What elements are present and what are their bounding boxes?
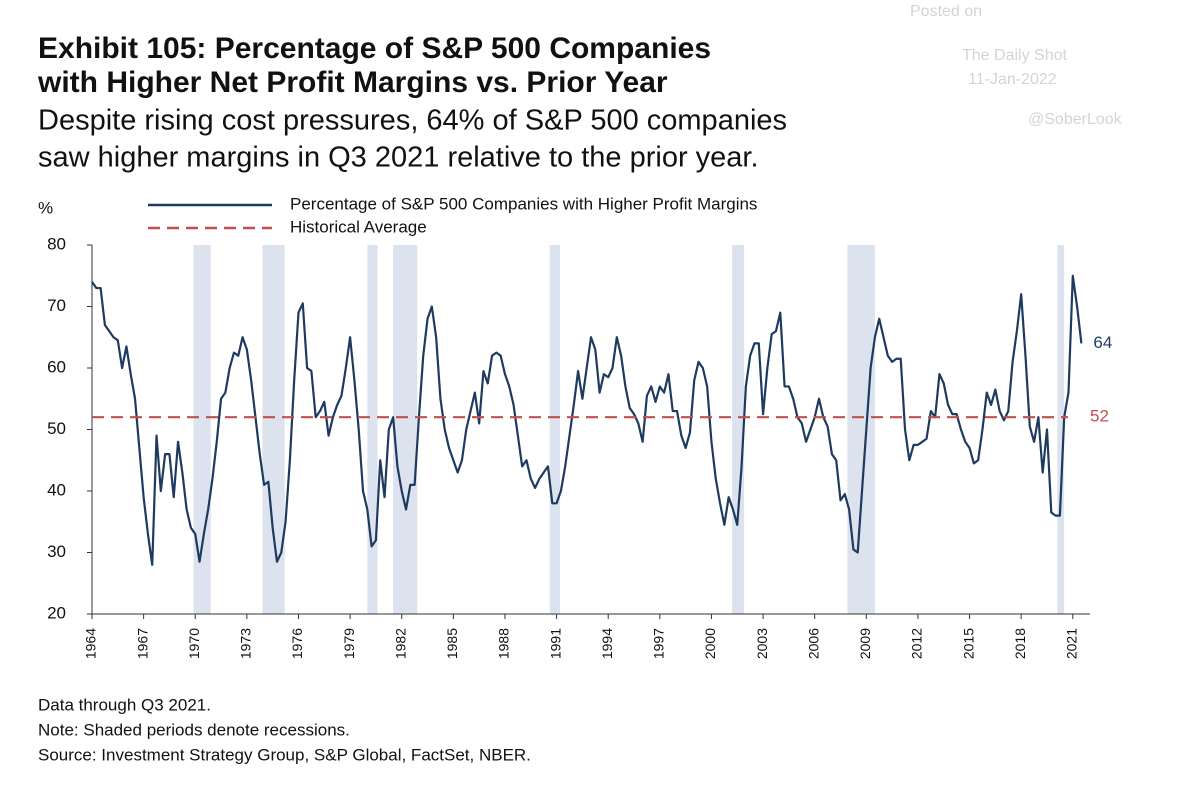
recession-band <box>367 245 378 614</box>
y-tick-label: 50 <box>47 419 66 438</box>
x-tick-label: 2006 <box>805 628 821 659</box>
y-tick-label: 70 <box>47 296 66 315</box>
chart-subtitle: saw higher margins in Q3 2021 relative t… <box>38 142 759 174</box>
data-line <box>91 274 1083 566</box>
x-tick-label: 2003 <box>754 628 770 659</box>
footnote: Note: Shaded periods denote recessions. <box>38 720 350 739</box>
recession-band <box>732 245 745 614</box>
y-tick-label: 30 <box>47 542 66 561</box>
end-label: 64 <box>1093 333 1112 352</box>
x-tick-label: 1967 <box>134 628 150 659</box>
x-tick-label: 1997 <box>651 628 667 659</box>
watermark: The Daily Shot <box>962 47 1067 64</box>
recession-band <box>549 245 561 614</box>
x-tick-label: 1964 <box>83 628 99 659</box>
chart-title: with Higher Net Profit Margins vs. Prior… <box>37 66 668 99</box>
recession-band <box>393 245 418 614</box>
y-tick-label: 80 <box>47 234 66 253</box>
recession-band <box>193 245 211 614</box>
x-tick-label: 2015 <box>960 628 976 659</box>
chart-title: Exhibit 105: Percentage of S&P 500 Compa… <box>38 32 711 65</box>
legend-label: Percentage of S&P 500 Companies with Hig… <box>290 194 757 213</box>
watermark-group: Posted on The Daily Shot 11-Jan-2022 @So… <box>910 3 1123 128</box>
reference-label: 52 <box>1090 407 1109 426</box>
x-tick-label: 1982 <box>392 628 408 659</box>
y-tick-label: 40 <box>47 480 66 499</box>
chart-subtitle: Despite rising cost pressures, 64% of S&… <box>38 105 787 137</box>
legend-label: Historical Average <box>290 217 427 236</box>
x-tick-label: 2018 <box>1012 628 1028 659</box>
x-tick-label: 2021 <box>1063 628 1079 659</box>
footnote: Data through Q3 2021. <box>38 695 211 714</box>
y-tick-label: 20 <box>47 603 66 622</box>
x-tick-label: 1985 <box>444 628 460 659</box>
x-tick-label: 1979 <box>341 628 357 659</box>
watermark: 11-Jan-2022 <box>968 71 1057 88</box>
y-axis-label: % <box>38 198 53 217</box>
watermark: @SoberLook <box>1028 111 1123 128</box>
recession-band <box>262 245 285 614</box>
x-tick-label: 1976 <box>289 628 305 659</box>
recession-band <box>1057 245 1065 614</box>
x-tick-label: 2009 <box>857 628 873 659</box>
watermark: Posted on <box>910 3 982 20</box>
footnote: Source: Investment Strategy Group, S&P G… <box>38 745 531 764</box>
x-tick-label: 1970 <box>186 628 202 659</box>
y-tick-label: 60 <box>47 357 66 376</box>
x-tick-label: 1991 <box>547 628 563 659</box>
x-tick-label: 1973 <box>238 628 254 659</box>
x-tick-label: 2012 <box>909 628 925 659</box>
recession-band <box>847 245 875 614</box>
x-tick-label: 1994 <box>599 628 615 659</box>
x-tick-label: 2000 <box>702 628 718 659</box>
x-tick-label: 1988 <box>496 628 512 659</box>
